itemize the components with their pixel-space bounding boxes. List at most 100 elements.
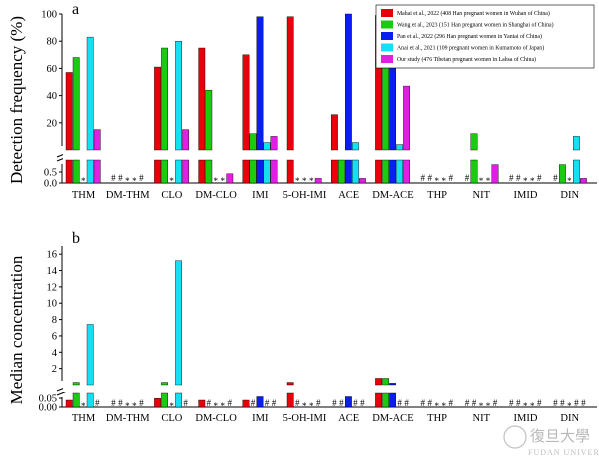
bar xyxy=(175,159,182,184)
panel-a-label: a xyxy=(72,1,79,18)
bar xyxy=(352,142,359,151)
panel-a: a Detection frequency (%) 0.00.5 20 40 60 80… xyxy=(7,1,598,201)
bar-annotation: # xyxy=(183,398,188,408)
y-tick-label: 0.05 xyxy=(39,394,57,405)
bar-annotation: # xyxy=(421,173,426,183)
watermark: 復旦大學 FUDAN UNIVERSITY xyxy=(503,425,599,457)
bar-annotation: * xyxy=(81,401,86,411)
bar xyxy=(205,89,213,151)
bar-annotation: # xyxy=(449,173,454,183)
axis-break-gap xyxy=(63,151,598,159)
bar xyxy=(72,392,80,408)
bar xyxy=(403,85,410,151)
bar-annotation: # xyxy=(332,398,337,408)
x-tick-label: NIT xyxy=(473,413,491,424)
bar-annotation: # xyxy=(272,398,277,408)
bar-annotation: * xyxy=(132,401,137,411)
bar-annotation: * xyxy=(567,176,572,186)
x-tick-label: THP xyxy=(427,190,447,201)
y-tick-label: 0.0 xyxy=(44,179,57,190)
bar xyxy=(86,159,94,184)
bar xyxy=(249,159,257,184)
bar xyxy=(352,159,359,184)
legend-label-3: Pan et al., 2022 (296 Han pregnant women… xyxy=(397,33,542,40)
bar xyxy=(182,129,189,151)
bar xyxy=(396,144,403,151)
legend-swatch-3 xyxy=(381,32,393,40)
bar xyxy=(65,399,73,408)
legend-swatch-2 xyxy=(381,20,393,29)
bar-annotation: * xyxy=(309,401,314,411)
bar xyxy=(72,57,80,151)
bar xyxy=(286,16,294,151)
x-tick-label: DM-THM xyxy=(106,190,150,201)
x-tick-label: IMI xyxy=(252,190,269,201)
bar-annotation: # xyxy=(516,173,521,183)
bar xyxy=(389,383,396,386)
x-tick-label: ACE xyxy=(338,190,359,201)
bar-annotation: # xyxy=(493,398,498,408)
y-tick-label: 0.00 xyxy=(39,403,57,414)
bar-annotation: * xyxy=(530,401,535,411)
y-tick-label: 8 xyxy=(52,315,57,326)
bar-annotation: * xyxy=(309,176,314,186)
x-tick-label: IMID xyxy=(514,190,538,201)
bar-annotation: * xyxy=(442,176,447,186)
x-tick-label: DM-CLO xyxy=(195,413,237,424)
bar-annotation: # xyxy=(207,398,212,408)
bar xyxy=(161,159,168,184)
bar-annotation: # xyxy=(139,173,144,183)
bar-annotation: # xyxy=(537,173,542,183)
x-tick-label: DM-CLO xyxy=(195,190,237,201)
bar-annotation: * xyxy=(435,176,440,186)
bar xyxy=(182,159,189,184)
legend-label-5: Our study (476 Tibetan pregnant women in… xyxy=(397,56,536,63)
bar xyxy=(226,173,234,184)
bar-annotation: * xyxy=(530,176,535,186)
legend: Mahai et al., 2022 (408 Han pregnant wom… xyxy=(375,4,595,69)
bar-annotation: * xyxy=(169,176,174,186)
bar xyxy=(242,159,250,184)
bar-annotation: * xyxy=(479,401,484,411)
bar-annotation: # xyxy=(537,398,542,408)
bar xyxy=(573,136,580,151)
bar xyxy=(345,13,352,151)
bar-annotation: # xyxy=(428,398,433,408)
legend-label-2: Wang et al., 2023 (151 Han pregnant wome… xyxy=(397,22,554,29)
bar-annotation: # xyxy=(553,398,558,408)
legend-label-1: Mahai et al., 2022 (408 Han pregnant wom… xyxy=(397,10,550,17)
bar xyxy=(93,129,101,151)
legend-frame xyxy=(375,4,595,69)
y-tick-label: 10 xyxy=(47,299,58,310)
bar xyxy=(559,164,566,184)
university-seal-icon xyxy=(503,425,527,449)
x-tick-label: 5-OH-IMI xyxy=(283,413,327,424)
bar-annotation: * xyxy=(125,401,130,411)
bar-annotation: # xyxy=(397,398,402,408)
x-tick-label: DM-ACE xyxy=(372,413,413,424)
bar-annotation: # xyxy=(111,173,116,183)
bar-annotation: # xyxy=(581,398,586,408)
x-tick-label: DIN xyxy=(560,413,579,424)
y-tick-label: 14 xyxy=(47,266,58,277)
bar-annotation: * xyxy=(435,401,440,411)
bar-annotation: # xyxy=(251,398,256,408)
bar-annotation: # xyxy=(118,173,123,183)
bar-annotation: * xyxy=(169,401,174,411)
x-tick-label: DM-THM xyxy=(106,413,150,424)
bar-annotation: # xyxy=(421,398,426,408)
bar-annotation: # xyxy=(95,398,100,408)
bar xyxy=(256,16,264,151)
panel-b-ylabel: Median concentration xyxy=(7,255,26,404)
x-tick-label: NIT xyxy=(473,190,491,201)
bar-annotation: * xyxy=(221,401,226,411)
y-tick-label: 60 xyxy=(47,64,58,75)
bar-annotation: # xyxy=(509,398,514,408)
bar xyxy=(205,159,213,184)
x-tick-label: 5-OH-IMI xyxy=(283,190,327,201)
bar xyxy=(331,159,338,184)
bar xyxy=(256,159,264,184)
bar-annotation: * xyxy=(132,176,137,186)
